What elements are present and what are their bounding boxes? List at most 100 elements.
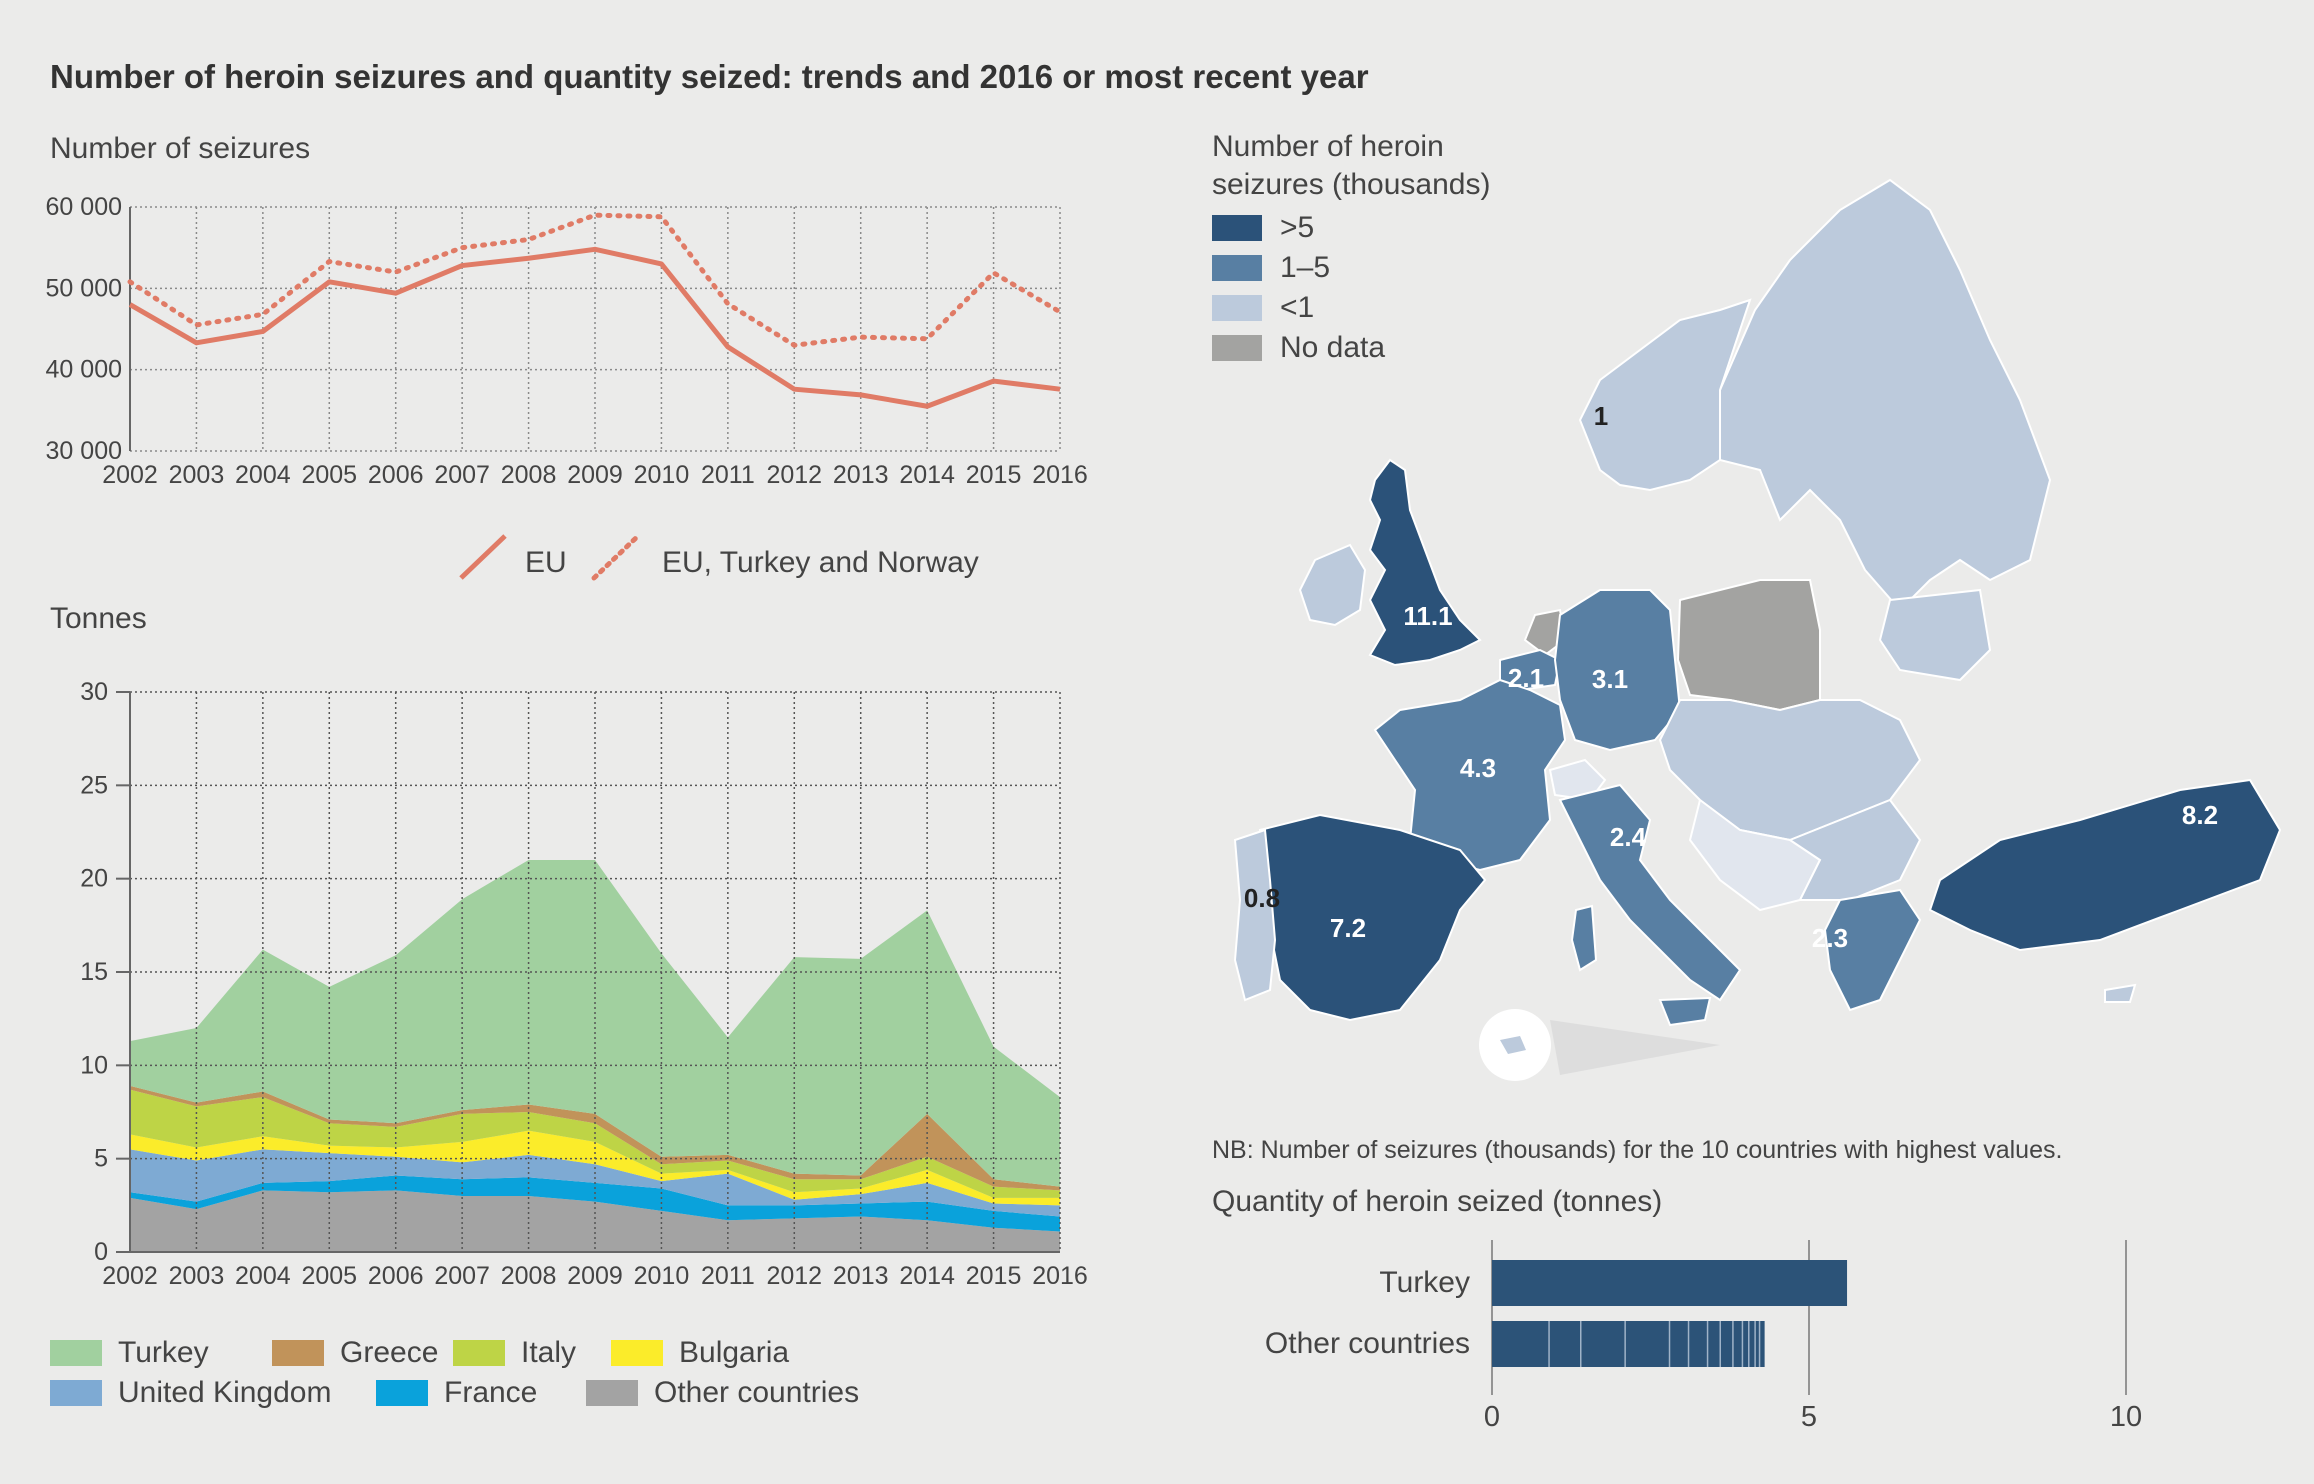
x-tick-label: 2012 xyxy=(766,461,822,489)
tonnes-axis-title: Tonnes xyxy=(50,602,147,635)
legend-label: Turkey xyxy=(118,1336,209,1369)
legend-item-italy: Italy xyxy=(453,1336,576,1370)
map-legend-title-line1: Number of heroin xyxy=(1212,130,1444,163)
bar xyxy=(1492,1321,1765,1367)
eu-legend-swatch xyxy=(459,534,507,580)
legend-swatch xyxy=(50,1380,102,1406)
map-label-italy: 2.4 xyxy=(1610,822,1647,852)
x-tick-label: 2007 xyxy=(434,1262,490,1290)
x-tick-label: 2015 xyxy=(966,1262,1022,1290)
x-tick-label: 2002 xyxy=(102,1262,158,1290)
legend-swatch xyxy=(611,1340,663,1366)
seizures-axis-title: Number of seizures xyxy=(50,132,311,165)
map-label-norway: 1 xyxy=(1594,401,1608,431)
x-tick-label: 5 xyxy=(1801,1401,1817,1433)
x-tick-label: 2006 xyxy=(368,1262,424,1290)
map-label-portugal: 0.8 xyxy=(1244,883,1280,913)
map-legend-item-lt1: <1 xyxy=(1212,288,1385,328)
x-tick-label: 2015 xyxy=(966,461,1022,489)
map-legend-item-nodata: No data xyxy=(1212,328,1385,368)
map-region-turkey xyxy=(1928,778,2282,952)
seizures-line-chart: 2002 2003 2004 2005 2006 2007 2008 2009 2010 2011… xyxy=(46,193,1088,489)
map-label-spain: 7.2 xyxy=(1330,913,1366,943)
legend-item-united-kingdom: United Kingdom xyxy=(50,1376,331,1410)
chart-title: Number of heroin seizures and quantity s… xyxy=(50,58,1369,95)
x-tick-label: 2007 xyxy=(434,461,490,489)
map-region-malta xyxy=(1500,1036,1526,1054)
y-tick-label: 30 000 xyxy=(46,437,122,465)
legend-swatch xyxy=(1212,295,1262,321)
legend-label: >5 xyxy=(1280,211,1315,244)
x-tick-label: 2008 xyxy=(501,461,557,489)
y-tick-label: 60 000 xyxy=(46,193,122,221)
series-line-eu xyxy=(128,246,1061,409)
x-tick-label: 2014 xyxy=(899,1262,955,1290)
map-label-germany: 3.1 xyxy=(1592,664,1628,694)
x-tick-label: 2011 xyxy=(701,461,755,489)
map-region-sicily xyxy=(1658,996,1712,1027)
x-tick-label: 0 xyxy=(1484,1401,1500,1433)
eu-turkey-norway-legend-label: EU, Turkey and Norway xyxy=(662,546,979,579)
europe-map: 11.1 8.2 7.2 4.3 3.1 2.4 2.3 2.1 1 0.8 xyxy=(1233,178,2282,1081)
legend-swatch xyxy=(376,1380,428,1406)
legend-swatch xyxy=(586,1380,638,1406)
x-tick-label: 2004 xyxy=(235,461,291,489)
legend-item-greece: Greece xyxy=(272,1336,438,1370)
area-bulgaria xyxy=(130,1130,1060,1206)
y-tick-label: 5 xyxy=(94,1145,108,1173)
legend-label: Italy xyxy=(521,1336,577,1369)
legend-label: United Kingdom xyxy=(118,1376,332,1409)
map-region-portugal xyxy=(1233,828,1277,1002)
y-tick-label: 15 xyxy=(80,958,108,986)
bar xyxy=(1492,1260,1848,1306)
y-tick-label: 25 xyxy=(80,771,108,799)
category-label: Other countries xyxy=(1265,1327,1470,1360)
legend-swatch xyxy=(1212,255,1262,281)
x-tick-label: 2004 xyxy=(235,1262,291,1290)
legend-label: Bulgaria xyxy=(679,1336,790,1369)
map-legend-item-1to5: 1–5 xyxy=(1212,248,1385,288)
x-tick-label: 2010 xyxy=(634,1262,690,1290)
map-label-greece: 2.3 xyxy=(1812,923,1848,953)
x-tick-label: 2003 xyxy=(169,1262,225,1290)
legend-label: Other countries xyxy=(654,1376,860,1409)
y-tick-label: 20 xyxy=(80,865,108,893)
map-region-uk xyxy=(1368,458,1482,667)
x-tick-label: 2016 xyxy=(1032,461,1088,489)
x-tick-label: 2005 xyxy=(301,1262,357,1290)
tonnes-area-chart: 2002 2003 2004 2005 2006 2007 2008 2009 2010 2011… xyxy=(80,678,1088,1290)
y-tick-label: 10 xyxy=(80,1051,108,1079)
map-legend: >5 1–5 <1 No data xyxy=(1212,208,1385,368)
legend-item-france: France xyxy=(376,1376,537,1410)
map-label-france: 4.3 xyxy=(1460,753,1496,783)
legend-label: <1 xyxy=(1280,291,1315,324)
quantity-bar-chart: 0 5 10 Turkey Other countries xyxy=(1265,1240,2142,1433)
map-region-romania-bulgaria xyxy=(1787,798,1922,901)
x-tick-label: 2012 xyxy=(766,1262,822,1290)
map-label-belgium: 2.1 xyxy=(1508,663,1544,693)
map-region-cyprus xyxy=(2104,983,2137,1003)
map-region-norway xyxy=(1578,298,1752,492)
map-region-netherlands xyxy=(1523,608,1567,657)
y-tick-label: 50 000 xyxy=(46,274,122,302)
legend-item-turkey: Turkey xyxy=(50,1336,209,1370)
map-region-france xyxy=(1373,678,1567,872)
y-tick-label: 30 xyxy=(80,678,108,706)
x-tick-label: 2014 xyxy=(899,461,955,489)
x-tick-label: 2009 xyxy=(567,461,623,489)
y-tick-label: 40 000 xyxy=(46,356,122,384)
map-legend-item-gt5: >5 xyxy=(1212,208,1385,248)
legend-item-bulgaria: Bulgaria xyxy=(611,1336,789,1370)
x-tick-label: 2010 xyxy=(634,461,690,489)
x-tick-label: 2006 xyxy=(368,461,424,489)
x-tick-label: 2011 xyxy=(701,1262,755,1290)
map-region-italy xyxy=(1558,783,1742,1002)
y-tick-label: 0 xyxy=(94,1238,108,1266)
x-tick-label: 10 xyxy=(2110,1401,2142,1433)
legend-label: 1–5 xyxy=(1280,251,1331,284)
legend-label: Greece xyxy=(340,1336,439,1369)
x-tick-label: 2005 xyxy=(301,461,357,489)
map-region-sweden-finland xyxy=(1719,178,2052,612)
eu-legend-label: EU xyxy=(525,546,567,579)
x-tick-label: 2008 xyxy=(501,1262,557,1290)
